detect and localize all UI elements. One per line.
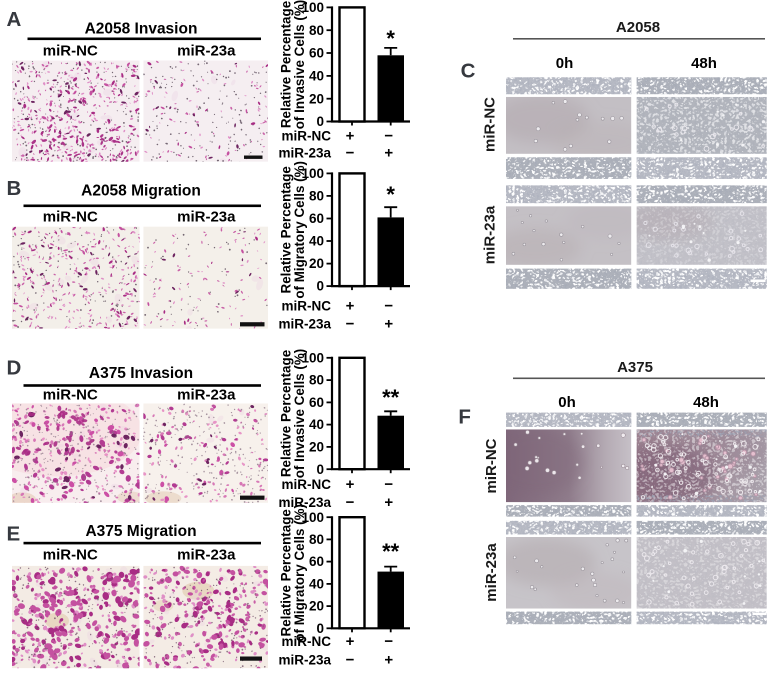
svg-text:miR-23a: miR-23a — [278, 653, 331, 668]
svg-text:miR-23a: miR-23a — [482, 205, 499, 264]
svg-text:40: 40 — [309, 417, 324, 432]
svg-text:+: + — [346, 633, 355, 650]
svg-text:A375 Migration: A375 Migration — [85, 523, 196, 540]
svg-text:*: * — [386, 182, 395, 207]
svg-text:of Migratory Cells (%): of Migratory Cells (%) — [292, 161, 307, 299]
svg-text:C: C — [461, 59, 476, 82]
svg-text:48h: 48h — [693, 394, 719, 411]
svg-text:of Migratory Cells (%): of Migratory Cells (%) — [292, 504, 307, 642]
svg-text:Relative Percentage: Relative Percentage — [279, 350, 294, 477]
svg-text:20: 20 — [309, 599, 324, 614]
svg-text:60: 60 — [309, 211, 324, 226]
svg-text:miR-23a: miR-23a — [278, 495, 331, 510]
svg-text:+: + — [384, 316, 393, 333]
svg-text:80: 80 — [309, 373, 324, 388]
svg-text:miR-NC: miR-NC — [43, 547, 98, 564]
svg-text:0: 0 — [316, 114, 324, 129]
svg-text:A2058 Migration: A2058 Migration — [81, 183, 201, 200]
svg-text:Relative Percentage: Relative Percentage — [279, 509, 294, 636]
svg-text:20: 20 — [309, 256, 324, 271]
svg-text:D: D — [7, 357, 22, 380]
svg-text:+: + — [384, 494, 393, 511]
svg-text:miR-NC: miR-NC — [482, 97, 499, 152]
svg-text:0: 0 — [316, 279, 324, 294]
svg-text:miR-23a: miR-23a — [278, 146, 331, 161]
svg-text:100: 100 — [301, 510, 324, 525]
svg-text:**: ** — [382, 385, 400, 410]
svg-text:40: 40 — [309, 69, 324, 84]
svg-text:80: 80 — [309, 532, 324, 547]
svg-text:Relative Percentage: Relative Percentage — [279, 166, 294, 293]
svg-text:+: + — [384, 145, 393, 162]
svg-text:miR-NC: miR-NC — [483, 438, 500, 493]
svg-text:*: * — [386, 26, 395, 51]
svg-text:48h: 48h — [691, 55, 717, 72]
svg-text:+: + — [346, 476, 355, 493]
svg-text:F: F — [458, 405, 471, 428]
svg-text:+: + — [384, 652, 393, 669]
svg-text:miR-23a: miR-23a — [278, 317, 331, 332]
svg-text:−: − — [384, 633, 393, 650]
svg-text:−: − — [346, 652, 355, 669]
svg-text:40: 40 — [309, 234, 324, 249]
svg-text:0: 0 — [316, 462, 324, 477]
svg-text:Relative Percentage: Relative Percentage — [279, 1, 294, 128]
svg-text:−: − — [346, 316, 355, 333]
svg-text:−: − — [384, 476, 393, 493]
svg-text:miR-23a: miR-23a — [483, 543, 500, 602]
svg-text:0h: 0h — [558, 394, 576, 411]
svg-text:miR-NC: miR-NC — [282, 477, 332, 492]
svg-text:40: 40 — [309, 577, 324, 592]
svg-text:−: − — [384, 298, 393, 315]
svg-text:80: 80 — [309, 189, 324, 204]
svg-text:100: 100 — [301, 166, 324, 181]
svg-text:A: A — [7, 8, 22, 31]
svg-text:20: 20 — [309, 91, 324, 106]
svg-text:miR-NC: miR-NC — [282, 634, 332, 649]
svg-text:−: − — [346, 145, 355, 162]
svg-text:100: 100 — [301, 350, 324, 365]
svg-text:+: + — [346, 127, 355, 144]
svg-text:0: 0 — [316, 621, 324, 636]
svg-text:B: B — [7, 177, 22, 200]
svg-text:miR-23a: miR-23a — [177, 209, 236, 226]
svg-text:20: 20 — [309, 440, 324, 455]
svg-text:A375 Invasion: A375 Invasion — [89, 365, 193, 382]
svg-text:**: ** — [382, 539, 400, 564]
svg-text:A2058: A2058 — [616, 19, 660, 36]
svg-text:80: 80 — [309, 23, 324, 38]
svg-text:A2058 Invasion: A2058 Invasion — [85, 21, 198, 38]
svg-text:miR-NC: miR-NC — [43, 387, 98, 404]
svg-text:100: 100 — [301, 0, 324, 15]
svg-text:E: E — [7, 522, 21, 545]
svg-text:miR-23a: miR-23a — [177, 547, 236, 564]
svg-text:A375: A375 — [617, 359, 653, 376]
svg-text:0h: 0h — [556, 55, 574, 72]
svg-text:miR-NC: miR-NC — [282, 128, 332, 143]
svg-text:60: 60 — [309, 554, 324, 569]
svg-text:miR-23a: miR-23a — [177, 387, 236, 404]
svg-text:−: − — [346, 494, 355, 511]
svg-text:+: + — [346, 298, 355, 315]
svg-text:60: 60 — [309, 395, 324, 410]
svg-text:miR-NC: miR-NC — [43, 43, 98, 60]
svg-text:of Invasive Cells (%): of Invasive Cells (%) — [292, 349, 307, 479]
svg-text:of Invasive Cells (%): of Invasive Cells (%) — [292, 0, 307, 129]
svg-text:60: 60 — [309, 46, 324, 61]
svg-text:−: − — [384, 127, 393, 144]
svg-text:miR-NC: miR-NC — [282, 299, 332, 314]
svg-text:miR-23a: miR-23a — [177, 43, 236, 60]
svg-text:miR-NC: miR-NC — [43, 209, 98, 226]
